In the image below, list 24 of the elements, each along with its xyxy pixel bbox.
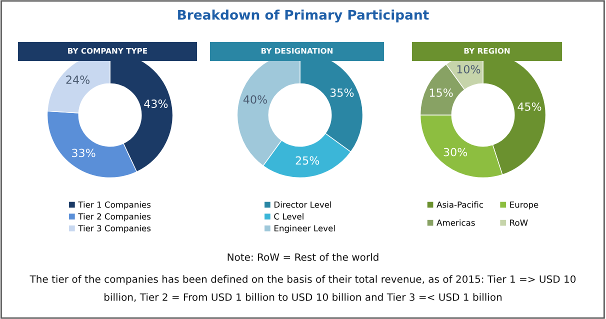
data-label: 43% [144, 100, 168, 108]
legend-label: RoW [510, 220, 528, 226]
data-label: 25% [296, 156, 320, 165]
text: billion, Tier 2 = From USD 1 billion to USD 10 billion and Tier 3 =< USD 1 billion [104, 293, 502, 302]
legend-label: Tier 1 Companies [78, 201, 151, 210]
text: The tier of the companies has been defined on the basis of their total revenue, as of 2015: Tier 1 => USD 10 [30, 275, 576, 285]
legend-label: C Level [274, 213, 304, 220]
legend-label: Americas [436, 219, 475, 226]
legend-label: Europe [510, 202, 538, 210]
legend-label: Tier 3 Companies [78, 224, 151, 234]
data-label: 45% [518, 102, 542, 111]
legend-label: Asia-Pacific [436, 201, 483, 208]
legend-label: Director Level [274, 201, 332, 208]
legend-label: Tier 2 Companies [78, 213, 151, 222]
text: Note: RoW = Rest of the world [228, 253, 378, 261]
data-label: 33% [72, 148, 96, 158]
data-label: 40% [243, 95, 267, 104]
data-label: 24% [66, 76, 90, 84]
data-label: 15% [430, 88, 453, 97]
data-label: 30% [444, 148, 468, 156]
legend-label: Engineer Level [274, 224, 335, 234]
data-label: 10% [457, 65, 480, 74]
data-label: 35% [330, 88, 354, 97]
text: Breakdown of Primary Participant [178, 10, 429, 22]
